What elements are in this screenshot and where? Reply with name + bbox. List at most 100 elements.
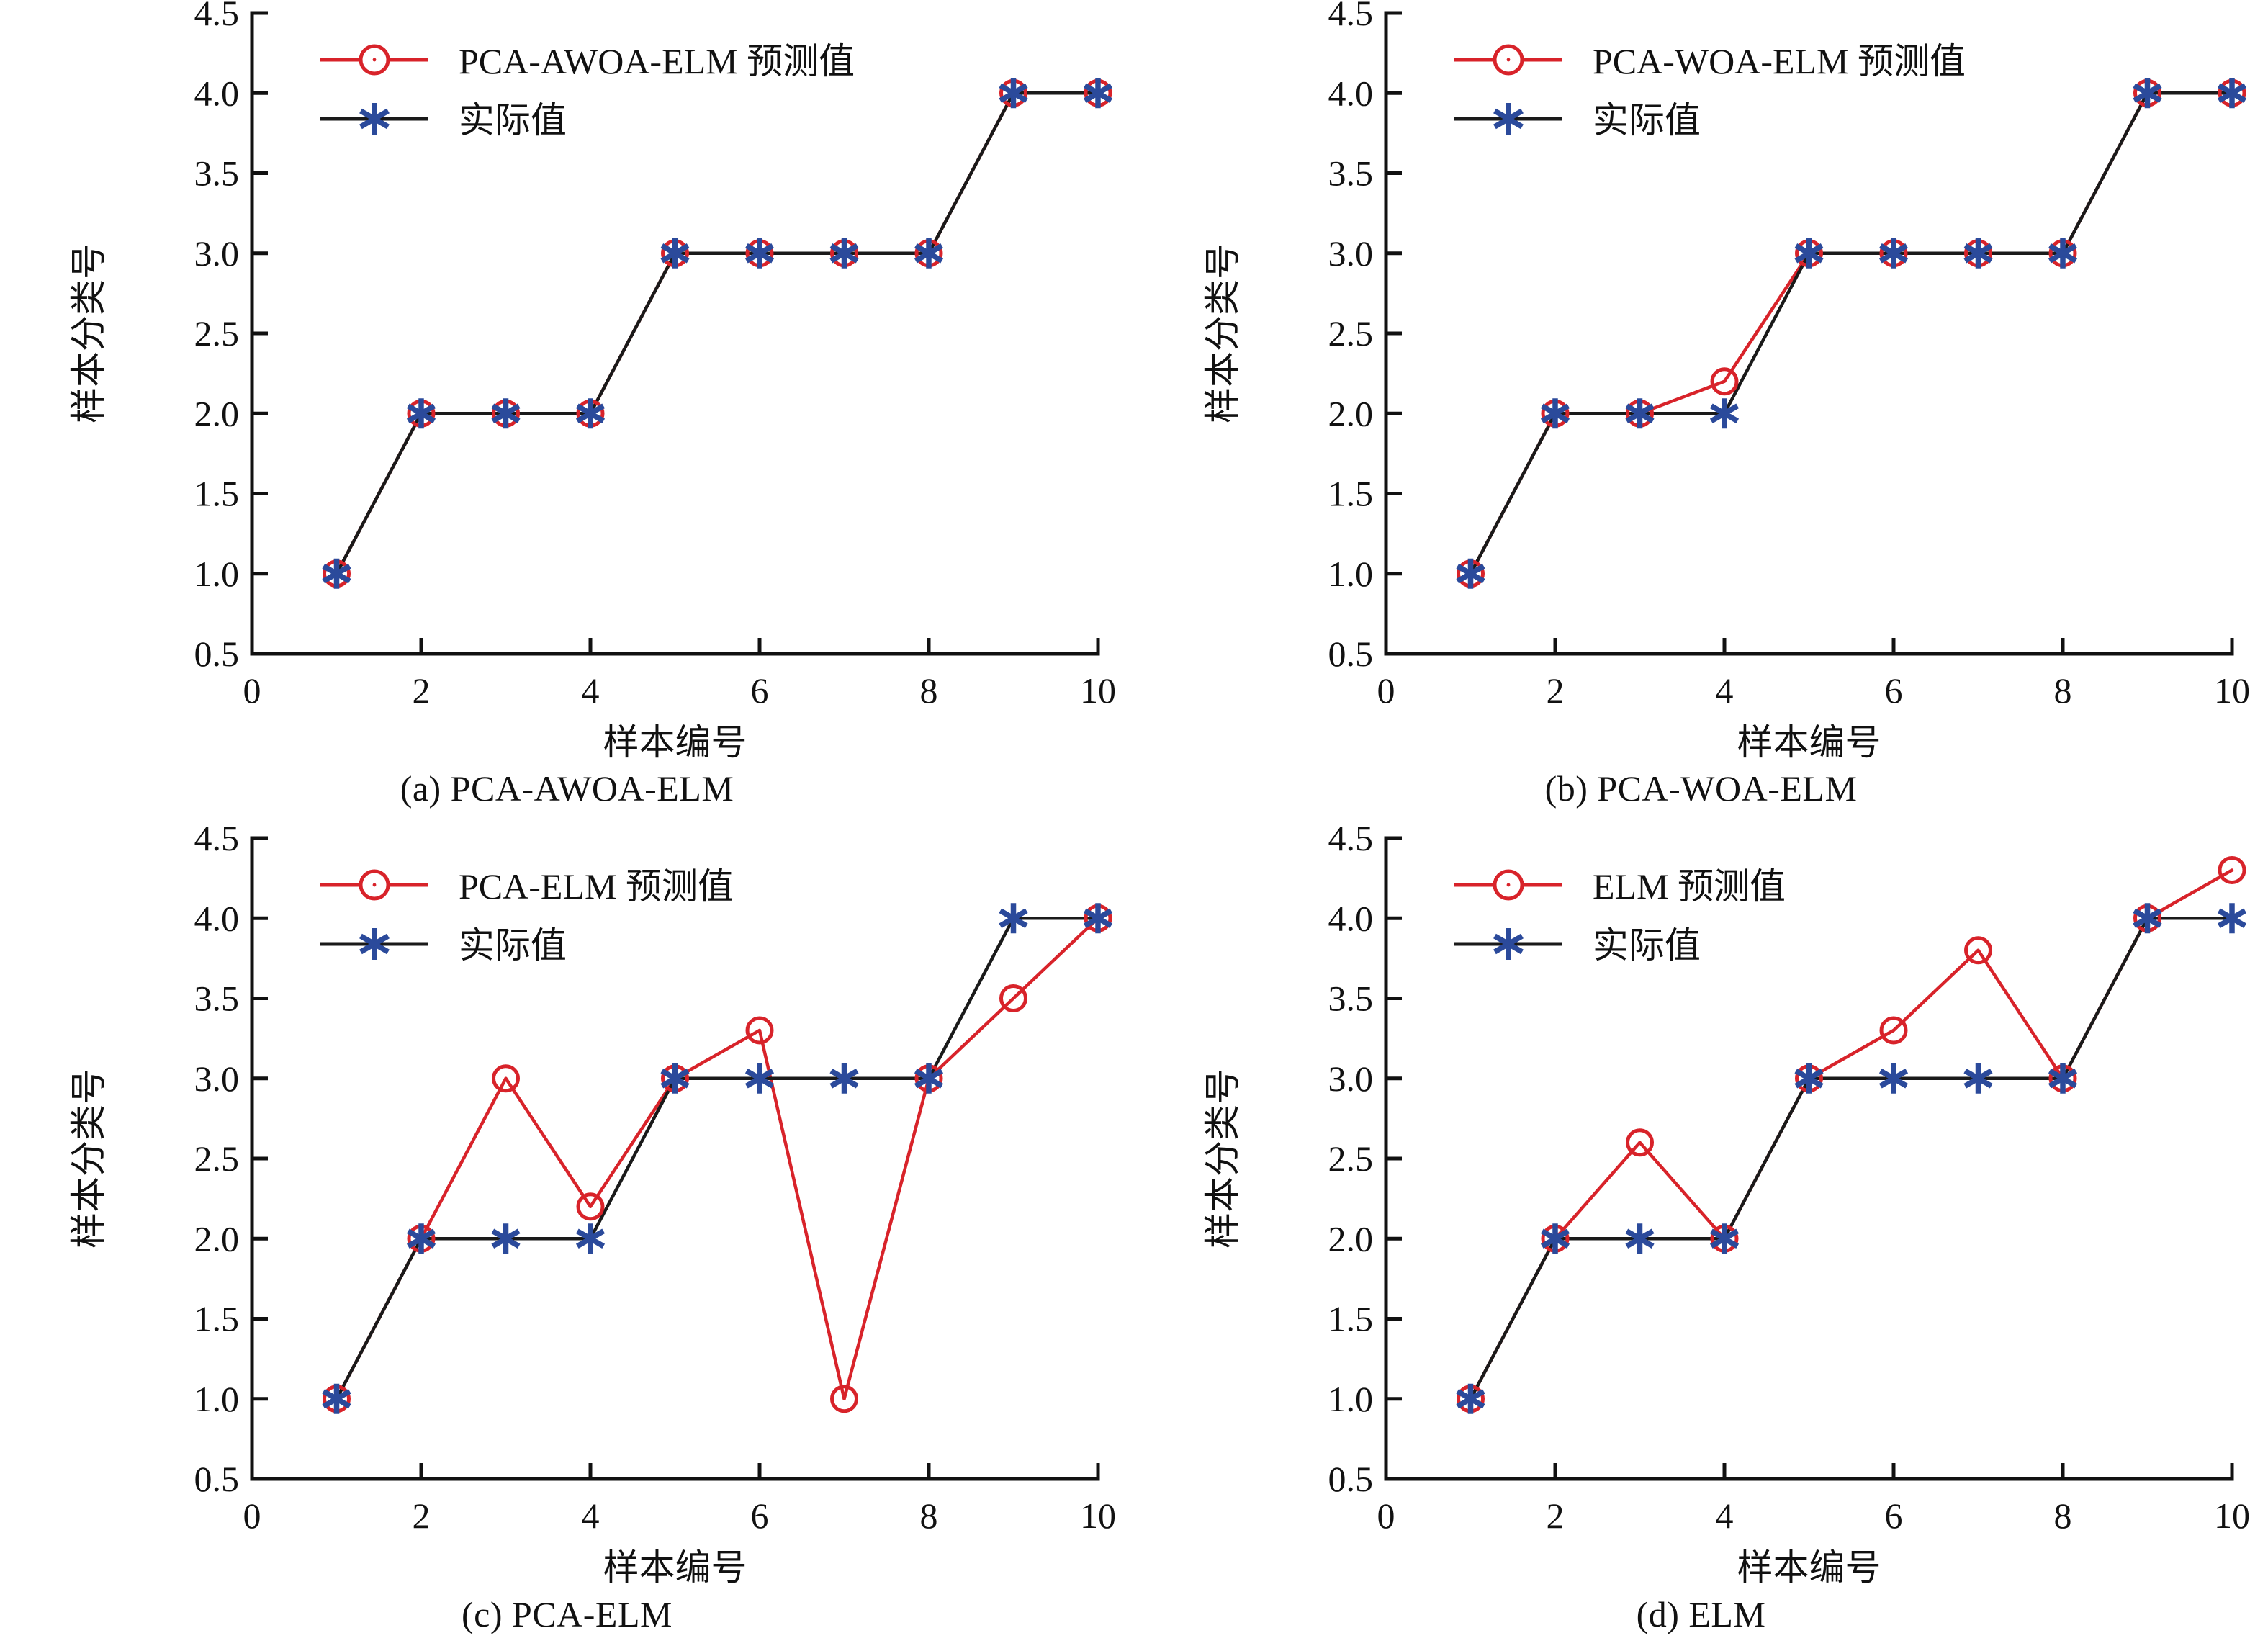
legend-asterisk-icon — [359, 928, 390, 960]
legend-item-actual: 实际值 — [1454, 925, 1701, 966]
x-tick-label: 0 — [243, 670, 261, 711]
predicted-point-center-dot — [2230, 868, 2234, 872]
legend-circle-center-dot — [1506, 58, 1511, 62]
legend-label: ELM 预测值 — [1593, 866, 1786, 907]
legend-item-predicted: ELM 预测值 — [1454, 866, 1786, 907]
actual-point-marker — [491, 398, 521, 429]
x-tick-label: 2 — [413, 670, 431, 711]
legend-circle-center-dot — [1506, 883, 1511, 887]
actual-point-marker — [322, 558, 351, 589]
actual-point-marker — [829, 1063, 859, 1094]
y-tick-label: 4.0 — [1328, 898, 1374, 938]
legend-label: 实际值 — [459, 925, 567, 966]
y-tick-label: 2.5 — [1328, 1138, 1374, 1179]
axis-spine — [1384, 836, 2234, 1481]
y-tick-label: 4.5 — [1328, 0, 1374, 33]
axis-spine — [250, 11, 1100, 656]
predicted-point-center-dot — [842, 1397, 846, 1400]
legend-item-actual: 实际值 — [320, 925, 567, 966]
panel-c-plot-area: 0.5 1.0 1.5 2.0 2.5 3.0 3.5 4.0 4.5 0 2 4 6 8 10 样本编号 样本… — [0, 825, 1134, 1651]
y-tick-label: 3.5 — [1328, 153, 1374, 194]
predicted-point-center-dot — [1891, 1028, 1896, 1033]
x-tick-label: 8 — [2054, 670, 2072, 711]
y-tick-label: 3.0 — [194, 1058, 240, 1099]
predicted-point-marker — [1964, 936, 1992, 965]
actual-point-marker — [1878, 238, 1909, 269]
y-axis-label: 样本分类号 — [1202, 243, 1243, 423]
predicted-line — [1469, 91, 2232, 575]
predicted-point-marker — [745, 1016, 774, 1045]
chart-b: 0.5 1.0 1.5 2.0 2.5 3.0 3.5 4.0 4.5 0 2 4 6 8 10 样本编号 样本… — [1202, 0, 2250, 762]
actual-point-marker — [1625, 1223, 1655, 1254]
predicted-point-marker — [1626, 1128, 1654, 1157]
predicted-point-marker — [576, 1192, 605, 1221]
x-tick-label: 8 — [920, 1495, 938, 1536]
predicted-point-marker — [999, 984, 1027, 1012]
y-tick-label: 4.5 — [194, 0, 240, 33]
legend-item-predicted: PCA-WOA-ELM 预测值 — [1454, 41, 1966, 81]
actual-point-marker — [2217, 78, 2247, 109]
x-axis-label: 样本编号 — [603, 722, 747, 762]
actual-point-marker — [2048, 238, 2078, 269]
actual-line — [1469, 917, 2232, 1400]
actual-point-marker — [1963, 1063, 1993, 1094]
legend-item-actual: 实际值 — [320, 100, 567, 140]
y-tick-label: 3.0 — [1328, 1058, 1374, 1099]
panel-c: 0.5 1.0 1.5 2.0 2.5 3.0 3.5 4.0 4.5 0 2 4 6 8 10 样本编号 样本… — [0, 825, 1134, 1651]
actual-line — [335, 917, 1098, 1400]
axis-spine — [250, 836, 1100, 1481]
x-tick-label: 10 — [2214, 1495, 2250, 1536]
chart-d: 0.5 1.0 1.5 2.0 2.5 3.0 3.5 4.0 4.5 0 2 4 6 8 10 样本编号 样本… — [1202, 825, 2250, 1588]
actual-point-marker — [491, 1223, 521, 1254]
y-tick-label: 1.5 — [1328, 1299, 1374, 1339]
panel-d: 0.5 1.0 1.5 2.0 2.5 3.0 3.5 4.0 4.5 0 2 4 6 8 10 样本编号 样本… — [1134, 825, 2268, 1651]
x-tick-label: 4 — [1716, 670, 1734, 711]
x-tick-label: 6 — [751, 1495, 769, 1536]
actual-point-marker — [660, 1063, 690, 1094]
panel-a-caption: (a) PCA-AWOA-ELM — [400, 768, 734, 809]
x-tick-label: 4 — [582, 670, 600, 711]
legend-circle-center-dot — [372, 58, 377, 62]
actual-point-marker — [322, 1383, 351, 1414]
predicted-line — [1469, 868, 2233, 1400]
legend-label: PCA-AWOA-ELM 预测值 — [459, 41, 855, 81]
y-tick-label: 2.0 — [194, 393, 240, 433]
x-tick-label: 0 — [1377, 670, 1395, 711]
predicted-point-center-dot — [504, 1076, 508, 1080]
y-tick-label: 4.0 — [194, 73, 240, 113]
x-tick-label: 10 — [2214, 670, 2250, 711]
y-tick-label: 3.5 — [194, 979, 240, 1019]
panel-d-caption: (d) ELM — [1636, 1594, 1766, 1634]
x-axis-label: 样本编号 — [1737, 1547, 1881, 1588]
y-tick-label: 2.0 — [1328, 1218, 1374, 1259]
actual-point-marker — [1794, 1063, 1824, 1094]
y-tick-label: 1.5 — [194, 1299, 240, 1339]
actual-point-marker — [2133, 903, 2162, 934]
x-tick-label: 4 — [582, 1495, 600, 1536]
y-tick-label: 2.5 — [194, 313, 240, 354]
predicted-point-center-dot — [1722, 379, 1727, 383]
predicted-line — [335, 91, 1098, 575]
actual-point-marker — [1794, 238, 1824, 269]
panel-d-plot-area: 0.5 1.0 1.5 2.0 2.5 3.0 3.5 4.0 4.5 0 2 4 6 8 10 样本编号 样本… — [1134, 825, 2268, 1651]
predicted-point-marker — [492, 1064, 520, 1093]
y-tick-label: 1.0 — [1328, 554, 1374, 594]
y-tick-label: 4.5 — [1328, 825, 1374, 858]
legend-label: PCA-ELM 预测值 — [459, 866, 734, 907]
actual-point-marker — [1540, 398, 1570, 429]
panel-a: 0.5 1.0 1.5 2.0 2.5 3.0 3.5 4.0 4.5 0 2 4 6 8 10 样本编号 样本… — [0, 0, 1134, 825]
y-tick-label: 4.0 — [194, 898, 240, 938]
actual-point-marker — [406, 398, 436, 429]
actual-point-marker — [744, 1063, 775, 1094]
predicted-point-marker — [1879, 1016, 1908, 1045]
panel-a-plot-area: 0.5 1.0 1.5 2.0 2.5 3.0 3.5 4.0 4.5 0 2 4 6 8 10 样本编号 样本… — [0, 0, 1134, 825]
y-axis-label: 样本分类号 — [68, 1069, 109, 1249]
x-tick-label: 8 — [2054, 1495, 2072, 1536]
y-tick-label: 3.0 — [1328, 233, 1374, 274]
actual-point-marker — [829, 238, 859, 269]
panel-b-caption: (b) PCA-WOA-ELM — [1544, 768, 1858, 809]
predicted-point-marker — [1710, 367, 1739, 396]
chart-c: 0.5 1.0 1.5 2.0 2.5 3.0 3.5 4.0 4.5 0 2 4 6 8 10 样本编号 样本… — [68, 825, 1116, 1588]
y-tick-label: 1.0 — [1328, 1379, 1374, 1419]
